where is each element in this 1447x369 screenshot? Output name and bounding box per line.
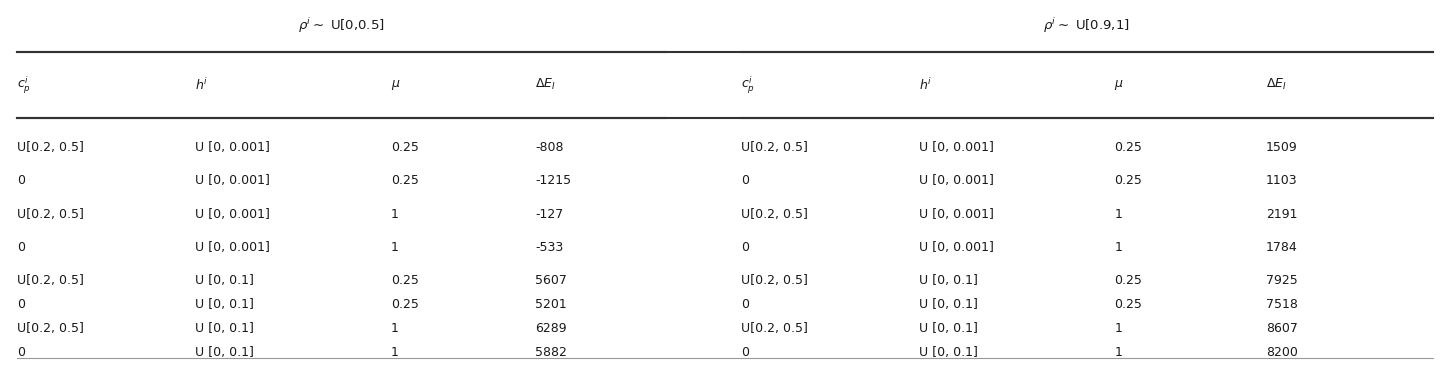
Text: U [0, 0.001]: U [0, 0.001] (919, 207, 994, 221)
Text: 1: 1 (1114, 346, 1121, 359)
Text: 5201: 5201 (535, 298, 567, 311)
Text: $\rho^i \sim$ U[0,0.5]: $\rho^i \sim$ U[0,0.5] (298, 16, 385, 35)
Text: $c^i_p$: $c^i_p$ (741, 74, 755, 96)
Text: U [0, 0.001]: U [0, 0.001] (919, 174, 994, 187)
Text: U [0, 0.001]: U [0, 0.001] (195, 174, 271, 187)
Text: 1: 1 (391, 322, 398, 335)
Text: 5607: 5607 (535, 274, 567, 287)
Text: 0.25: 0.25 (391, 274, 418, 287)
Text: 6289: 6289 (535, 322, 567, 335)
Text: $\Delta E_I$: $\Delta E_I$ (535, 77, 556, 92)
Text: U[0.2, 0.5]: U[0.2, 0.5] (741, 141, 807, 154)
Text: $h^i$: $h^i$ (195, 77, 208, 93)
Text: 8607: 8607 (1266, 322, 1298, 335)
Text: 1103: 1103 (1266, 174, 1298, 187)
Text: 0.25: 0.25 (1114, 298, 1142, 311)
Text: U[0.2, 0.5]: U[0.2, 0.5] (741, 322, 807, 335)
Text: U[0.2, 0.5]: U[0.2, 0.5] (17, 322, 84, 335)
Text: 1509: 1509 (1266, 141, 1298, 154)
Text: U [0, 0.1]: U [0, 0.1] (195, 274, 255, 287)
Text: U [0, 0.1]: U [0, 0.1] (195, 322, 255, 335)
Text: 1: 1 (1114, 241, 1121, 254)
Text: -808: -808 (535, 141, 564, 154)
Text: -127: -127 (535, 207, 564, 221)
Text: 0.25: 0.25 (1114, 274, 1142, 287)
Text: $\mu$: $\mu$ (391, 78, 401, 92)
Text: $c^i_p$: $c^i_p$ (17, 74, 32, 96)
Text: 7925: 7925 (1266, 274, 1298, 287)
Text: $h^i$: $h^i$ (919, 77, 932, 93)
Text: 0: 0 (17, 346, 26, 359)
Text: 0: 0 (741, 241, 750, 254)
Text: $\rho^i \sim$ U[0.9,1]: $\rho^i \sim$ U[0.9,1] (1043, 16, 1130, 35)
Text: 5882: 5882 (535, 346, 567, 359)
Text: U[0.2, 0.5]: U[0.2, 0.5] (17, 274, 84, 287)
Text: 0: 0 (741, 174, 750, 187)
Text: U [0, 0.001]: U [0, 0.001] (195, 207, 271, 221)
Text: 1: 1 (391, 207, 398, 221)
Text: 1: 1 (391, 346, 398, 359)
Text: 0: 0 (741, 346, 750, 359)
Text: 0.25: 0.25 (1114, 141, 1142, 154)
Text: -533: -533 (535, 241, 564, 254)
Text: 0: 0 (17, 298, 26, 311)
Text: U [0, 0.001]: U [0, 0.001] (195, 241, 271, 254)
Text: 0: 0 (17, 241, 26, 254)
Text: U [0, 0.1]: U [0, 0.1] (195, 298, 255, 311)
Text: U [0, 0.001]: U [0, 0.001] (195, 141, 271, 154)
Text: U [0, 0.1]: U [0, 0.1] (919, 298, 978, 311)
Text: U[0.2, 0.5]: U[0.2, 0.5] (17, 141, 84, 154)
Text: 0.25: 0.25 (391, 174, 418, 187)
Text: U[0.2, 0.5]: U[0.2, 0.5] (741, 274, 807, 287)
Text: 0: 0 (17, 174, 26, 187)
Text: 2191: 2191 (1266, 207, 1298, 221)
Text: U [0, 0.1]: U [0, 0.1] (919, 322, 978, 335)
Text: $\Delta E_I$: $\Delta E_I$ (1266, 77, 1286, 92)
Text: U [0, 0.001]: U [0, 0.001] (919, 241, 994, 254)
Text: 0.25: 0.25 (391, 141, 418, 154)
Text: -1215: -1215 (535, 174, 572, 187)
Text: 0.25: 0.25 (391, 298, 418, 311)
Text: U [0, 0.1]: U [0, 0.1] (195, 346, 255, 359)
Text: U [0, 0.1]: U [0, 0.1] (919, 274, 978, 287)
Text: 1: 1 (391, 241, 398, 254)
Text: 0.25: 0.25 (1114, 174, 1142, 187)
Text: $\mu$: $\mu$ (1114, 78, 1124, 92)
Text: 1784: 1784 (1266, 241, 1298, 254)
Text: 1: 1 (1114, 207, 1121, 221)
Text: 8200: 8200 (1266, 346, 1298, 359)
Text: 1: 1 (1114, 322, 1121, 335)
Text: 0: 0 (741, 298, 750, 311)
Text: U[0.2, 0.5]: U[0.2, 0.5] (17, 207, 84, 221)
Text: U [0, 0.001]: U [0, 0.001] (919, 141, 994, 154)
Text: U [0, 0.1]: U [0, 0.1] (919, 346, 978, 359)
Text: U[0.2, 0.5]: U[0.2, 0.5] (741, 207, 807, 221)
Text: 7518: 7518 (1266, 298, 1298, 311)
